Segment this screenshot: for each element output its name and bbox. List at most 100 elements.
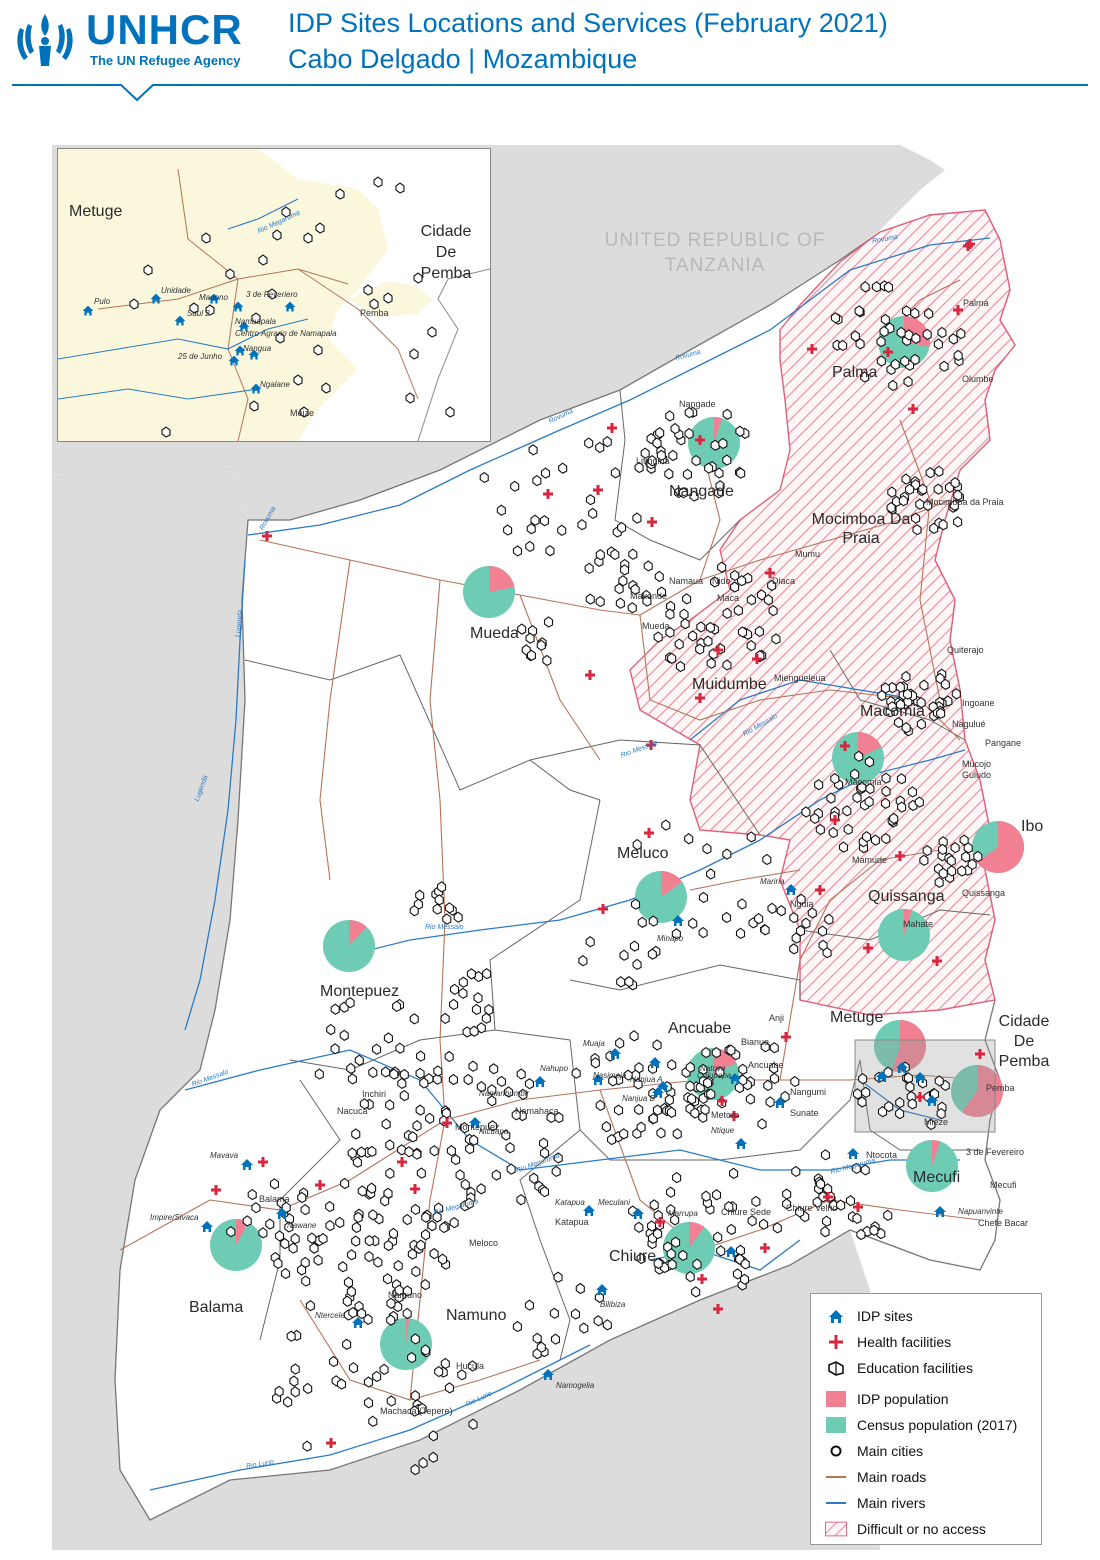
idp-site-label: Nanjua B [622, 1094, 655, 1103]
education-facility-icon [754, 912, 764, 925]
education-facility-icon [367, 1182, 377, 1194]
legend-item-idp-population: IDP population [825, 1389, 949, 1409]
education-facility-icon [947, 865, 957, 877]
idp-population-slice [976, 821, 1024, 873]
education-facility-icon [722, 454, 732, 466]
education-facility-icon [751, 1195, 761, 1208]
legend-item-main-roads: Main roads [825, 1467, 926, 1487]
education-facility-icon [363, 1376, 374, 1388]
education-facility-icon [385, 1099, 395, 1111]
education-facility-icon [516, 1068, 526, 1080]
education-facility-icon [489, 1063, 499, 1075]
idp-site-icon [596, 1284, 608, 1295]
education-facility-icon [911, 512, 921, 524]
place-label: Guludo [962, 770, 992, 780]
education-facility-icon [357, 1185, 367, 1197]
district-label: Mecufi [913, 1169, 961, 1186]
education-facility-icon [726, 1044, 736, 1056]
education-facility-icon [517, 623, 527, 635]
education-facility-icon [434, 1365, 444, 1378]
education-facility-icon [900, 355, 910, 367]
education-facility-icon [722, 607, 732, 619]
education-facility-icon [655, 426, 665, 439]
education-facility-icon [722, 408, 732, 420]
education-facility-icon [854, 305, 864, 317]
education-facility-icon [395, 1042, 405, 1054]
idp-site-markers [201, 884, 946, 1380]
education-facility-icon [458, 987, 468, 999]
education-facility-icon [838, 339, 848, 352]
education-facility-icon [888, 379, 898, 392]
education-facility-icon [881, 832, 891, 845]
education-facility-icon [392, 1000, 402, 1012]
education-facility-icon [815, 1178, 826, 1190]
idp-site-label: Namogelia [556, 1381, 595, 1390]
education-facility-icon [468, 1418, 478, 1430]
education-facility-icon [614, 582, 624, 595]
education-facility-icon [871, 281, 881, 293]
education-facility-icon [429, 1145, 439, 1157]
education-facility-icon [524, 1077, 534, 1090]
education-facility-icon [577, 518, 587, 531]
education-facility-icon [402, 1213, 412, 1226]
place-label: Ntocota [866, 1150, 898, 1160]
education-facility-icon [578, 955, 588, 967]
idp-site-icon [592, 1074, 604, 1085]
education-facility-icon [653, 1257, 663, 1270]
idp-site-label: Nasimoja [593, 1071, 627, 1080]
education-facility-icon [893, 716, 904, 729]
education-facility-icon [937, 326, 947, 339]
education-facility-icon [629, 1030, 639, 1042]
education-facility-icon [730, 581, 740, 593]
education-facility-icon [571, 1067, 581, 1079]
place-label: Quissanga [962, 888, 1006, 898]
idp-site-label: Nawane [287, 1221, 317, 1230]
education-facility-icon [696, 621, 706, 633]
education-facility-icon [672, 1128, 682, 1140]
education-facility-icon [801, 806, 811, 818]
education-facility-icon [307, 1232, 317, 1244]
education-facility-icon [536, 639, 546, 651]
education-facility-icon [618, 575, 628, 587]
education-facility-icon [737, 626, 748, 638]
education-facility-icon [284, 1221, 294, 1233]
education-facility-icon [836, 1199, 846, 1211]
place-label: Pangane [985, 738, 1022, 748]
education-facility-icon [410, 1463, 420, 1476]
health-cross-icon [830, 815, 840, 825]
education-facility-icon [782, 1188, 792, 1200]
idp-site-label: Bilibiza [600, 1300, 626, 1309]
river-label: Rio Messalo [425, 924, 464, 931]
district-label: Mueda [470, 625, 519, 642]
education-facility-icon [936, 1107, 946, 1120]
education-facility-icon [226, 1225, 236, 1238]
education-facility-icon [416, 1167, 426, 1179]
health-cross-icon [598, 904, 608, 914]
education-facility-icon [381, 1118, 391, 1130]
education-facility-icon [632, 958, 642, 971]
education-facility-icon [628, 548, 638, 560]
education-facility-icon [666, 1204, 676, 1216]
idp-site-icon [729, 1073, 741, 1084]
health-cross-icon [695, 693, 705, 703]
education-facility-icon [487, 1095, 497, 1107]
neighbour-country-label: UNITED REPUBLIC OF TANZANIA [604, 230, 826, 276]
education-facility-icon [532, 1332, 542, 1344]
idp-site-icon [284, 301, 296, 312]
idp-population-slice [714, 417, 723, 443]
education-facility-icon [301, 1275, 311, 1287]
idp-site-icon [896, 1062, 908, 1073]
education-facility-icon [738, 1074, 748, 1086]
health-cross-icon [853, 1202, 863, 1212]
education-facility-icon [897, 801, 907, 813]
place-label: Inchiri [362, 1089, 387, 1099]
education-facility-icon [433, 1065, 443, 1077]
idp-site-icon [934, 1206, 946, 1217]
education-facility-icon [716, 1245, 726, 1257]
education-facility-icon [444, 902, 454, 914]
legend-label: Main rivers [857, 1495, 926, 1511]
place-label: Meloco [469, 1238, 499, 1248]
education-facility-icon [551, 1165, 561, 1178]
idp-site-icon [469, 1117, 481, 1128]
education-facility-icon [757, 1118, 767, 1130]
